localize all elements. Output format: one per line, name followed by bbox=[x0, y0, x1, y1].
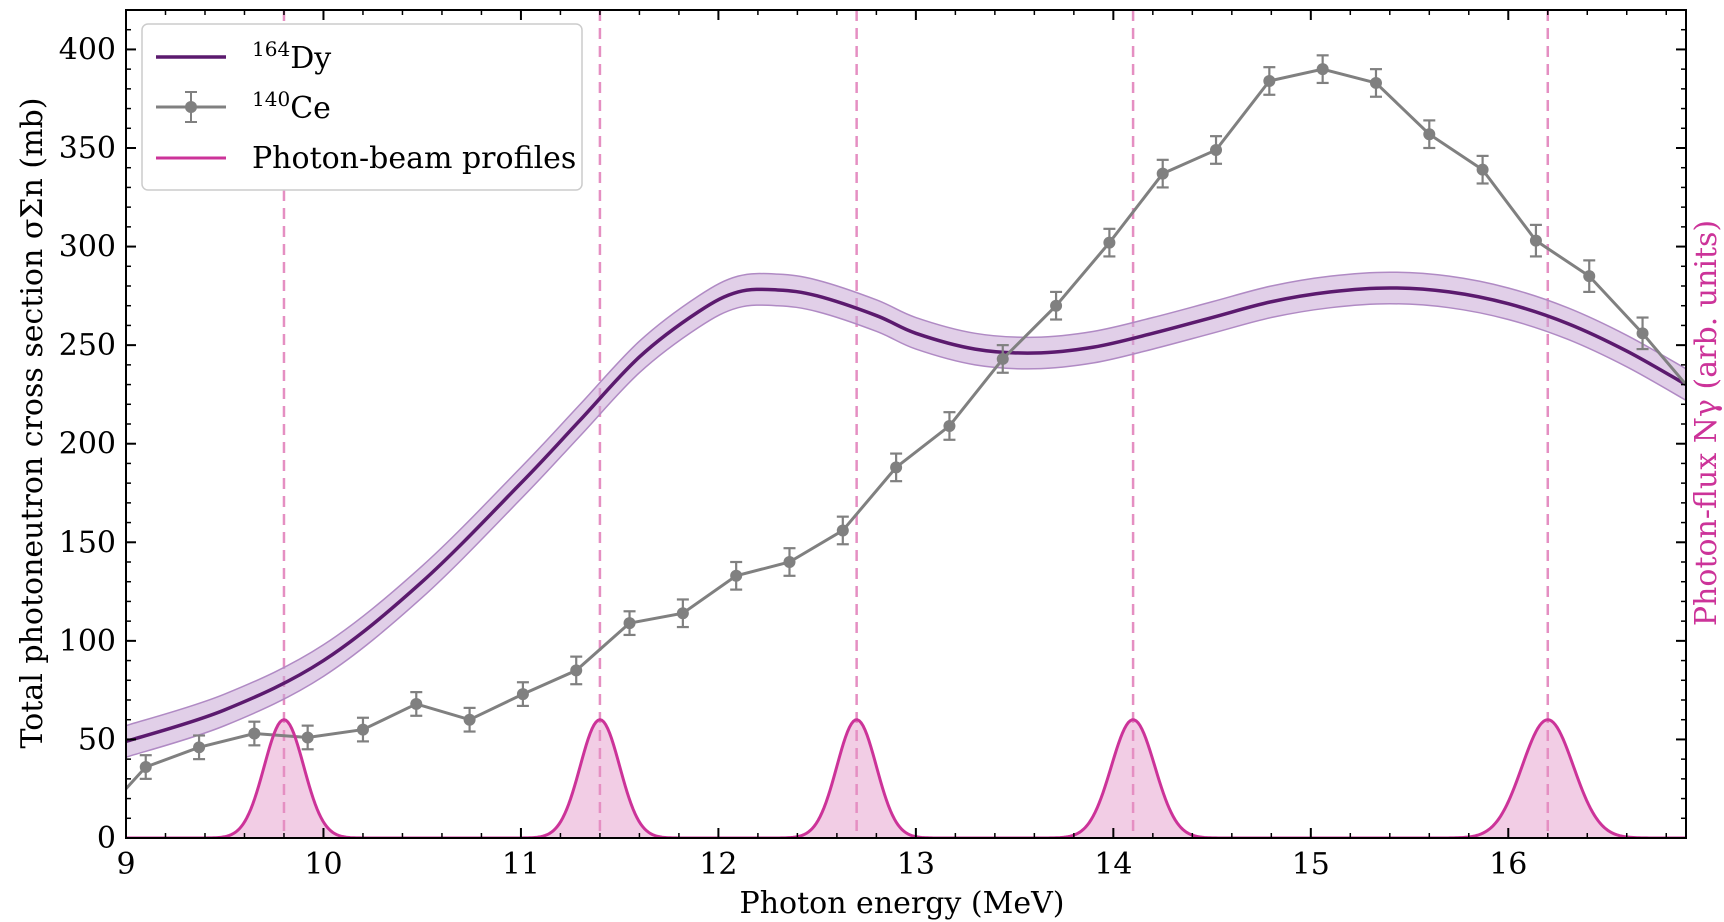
x-axis-label: Photon energy (MeV) bbox=[740, 886, 1065, 921]
legend-ce-label: 140Ce bbox=[252, 87, 331, 126]
ce-data-point bbox=[248, 727, 261, 740]
ce-data-point bbox=[301, 731, 314, 744]
ce-data-point bbox=[1050, 299, 1063, 312]
legend-ce-base: Ce bbox=[290, 91, 331, 126]
ce-data-point bbox=[570, 664, 583, 677]
legend: 164Dy 140Ce Photon-beam profiles bbox=[141, 23, 583, 191]
ce-data-point bbox=[996, 352, 1009, 365]
x-tick-label: 14 bbox=[1094, 847, 1132, 882]
ce-data-point bbox=[676, 607, 689, 620]
dy-band-lower-edge bbox=[126, 302, 1686, 758]
x-tick-label: 10 bbox=[304, 847, 342, 882]
y-tick-label: 250 bbox=[59, 328, 116, 363]
dy-band-upper-edge bbox=[126, 271, 1686, 727]
ce-data-point bbox=[1103, 236, 1116, 249]
ce-data-point bbox=[1529, 234, 1542, 247]
legend-box bbox=[141, 23, 583, 191]
beam-profile-fill bbox=[126, 719, 1686, 838]
ce-data-point bbox=[1156, 167, 1169, 180]
ce-data-point bbox=[890, 461, 903, 474]
x-tick-label: 12 bbox=[699, 847, 737, 882]
ce-data-point bbox=[783, 556, 796, 568]
plot-area: 9 10 11 12 13 14 15 16 0 50 100 150 200 250 300 350 400 bbox=[59, 9, 1687, 882]
ce-data-point bbox=[943, 419, 956, 432]
ce-data-point bbox=[1636, 327, 1649, 340]
ce-data-point bbox=[1423, 128, 1436, 141]
ce-data-point bbox=[516, 688, 529, 701]
ce-data-point bbox=[1210, 143, 1223, 156]
x-tick-label: 9 bbox=[116, 847, 135, 882]
y-tick-label: 200 bbox=[59, 427, 116, 462]
x-tick-label: 11 bbox=[502, 847, 540, 882]
ce-data-point bbox=[1369, 76, 1382, 89]
y-tick-label: 100 bbox=[59, 624, 116, 659]
y-tick-label: 350 bbox=[59, 131, 116, 166]
legend-dy-base: Dy bbox=[290, 41, 331, 76]
ce-data-point bbox=[1263, 74, 1276, 87]
ce-data-point bbox=[1583, 270, 1596, 283]
ce-data-point bbox=[730, 569, 743, 582]
beam-profile-line bbox=[126, 718, 1686, 838]
y-tick-label: 400 bbox=[59, 32, 116, 67]
ce-data-point bbox=[836, 524, 849, 537]
dy-uncertainty-band bbox=[126, 272, 1686, 758]
ce-data-point bbox=[410, 697, 423, 710]
legend-dy-sup: 164 bbox=[252, 37, 290, 61]
ce-data-point bbox=[1316, 63, 1329, 76]
ce-data-point bbox=[1476, 163, 1489, 176]
x-tick-label: 15 bbox=[1292, 847, 1330, 882]
dy-series-line bbox=[126, 286, 1686, 744]
x-tick-label: 16 bbox=[1489, 847, 1527, 882]
legend-beam-label: Photon-beam profiles bbox=[252, 141, 576, 176]
y-tick-label: 0 bbox=[97, 821, 116, 856]
y-tick-label: 150 bbox=[59, 525, 116, 560]
x-tick-label: 13 bbox=[897, 847, 935, 882]
y-axis-label: Total photoneutron cross section σΣn (mb… bbox=[15, 98, 50, 749]
ce-data-point bbox=[356, 723, 369, 736]
legend-dy-label: 164Dy bbox=[252, 37, 331, 76]
ce-data-point bbox=[139, 761, 152, 774]
ce-data-point bbox=[623, 617, 636, 630]
y2-axis-label: Photon-flux Nγ (arb. units) bbox=[1689, 220, 1724, 626]
y-tick-label: 300 bbox=[59, 230, 116, 265]
ce-data-point bbox=[463, 713, 476, 726]
y-tick-label: 50 bbox=[78, 722, 116, 757]
legend-ce-sup: 140 bbox=[252, 87, 290, 111]
ce-data-point bbox=[193, 741, 206, 754]
plot-clipped-layer bbox=[126, 10, 1686, 838]
legend-ce-marker bbox=[185, 101, 197, 113]
